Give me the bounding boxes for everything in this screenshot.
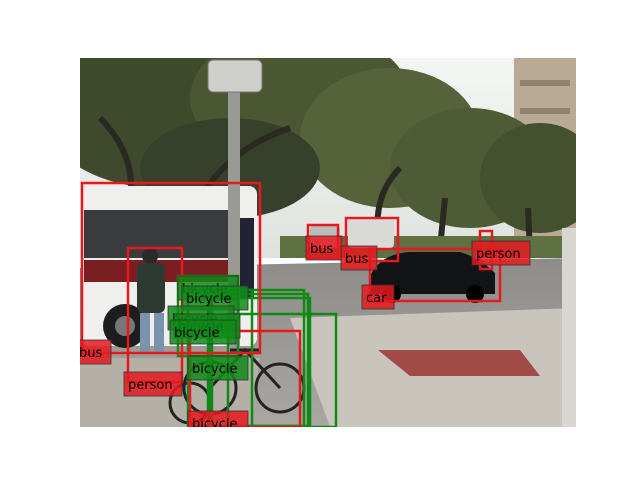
car-label: car: [366, 291, 387, 306]
bicycle-label: bicycle: [174, 326, 219, 341]
person-label-bg: [471, 240, 531, 266]
bicycle-label-bg: [187, 355, 249, 381]
car-label-bg: [361, 284, 395, 310]
brick-pad: [378, 350, 540, 376]
car-bounding-box: [368, 247, 502, 303]
person-label-bg: [123, 371, 183, 397]
bicycle-label: bicycle: [192, 417, 237, 427]
detection-overlays: bicyclebicyclebicyclebicyclebicyclebicyc…: [80, 181, 531, 427]
bicycle-label: bicycle: [186, 292, 231, 307]
bus-label-bg: [340, 245, 378, 271]
bus-label: bus: [345, 252, 368, 267]
person-label: person: [476, 247, 521, 262]
person-label: person: [128, 378, 173, 393]
bus-bounding-box: [80, 181, 262, 355]
bus-label: bus: [80, 346, 102, 361]
photo-frame: bicyclebicyclebicyclebicyclebicyclebicyc…: [80, 58, 576, 427]
person-figure: [137, 248, 165, 353]
bus-label-bg: [80, 339, 112, 365]
bicycle-label-bg: [169, 319, 237, 345]
bus-label: bus: [310, 242, 333, 257]
bus-label-bg: [305, 235, 343, 261]
van: [348, 218, 394, 248]
post: [562, 228, 576, 427]
street-scene-photo: bicyclebicyclebicyclebicyclebicyclebicyc…: [80, 58, 576, 427]
tree-canopy: [80, 58, 576, 233]
bicycle-label-bg: [187, 410, 249, 427]
bicycle-label: bicycle: [192, 362, 237, 377]
